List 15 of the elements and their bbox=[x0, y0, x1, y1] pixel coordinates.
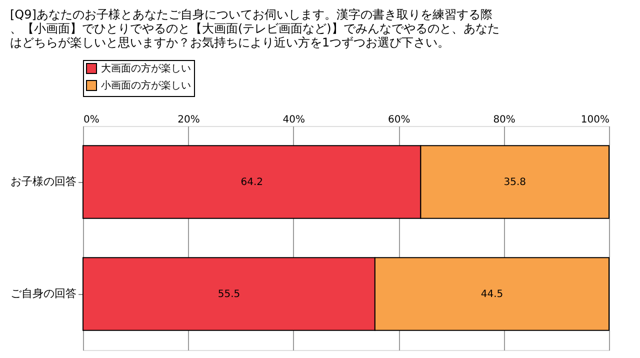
x-tick-label: 100% bbox=[580, 114, 610, 126]
x-tick-label: 40% bbox=[282, 114, 306, 126]
x-tick-label: 80% bbox=[493, 114, 516, 126]
data-label: 55.5 bbox=[218, 289, 240, 300]
y-tick-label: ご自身の回答 bbox=[10, 287, 76, 300]
y-tick-label: お子様の回答 bbox=[10, 175, 76, 188]
legend-label: 小画面の方が楽しい bbox=[101, 80, 191, 92]
x-tick-label: 0% bbox=[84, 114, 100, 126]
data-label: 44.5 bbox=[480, 289, 504, 300]
data-label: 35.8 bbox=[504, 177, 526, 188]
x-tick-label: 20% bbox=[178, 114, 200, 126]
chart-title: [Q9]あなたのお子様とあなたご自身についてお伺いします。漢字の書き取りを練習する際、【小画面】でひとりでやるのと【大画面(テレビ画面など)】でみんなでやるのと、あなたはどちらが楽しいと思いますか？お気持ちにより近い方を1つずつお選び下さい。 bbox=[10, 8, 500, 50]
data-label: 64.2 bbox=[240, 177, 263, 188]
x-tick-label: 60% bbox=[388, 114, 410, 126]
legend-label: 大画面の方が楽しい bbox=[101, 62, 191, 74]
